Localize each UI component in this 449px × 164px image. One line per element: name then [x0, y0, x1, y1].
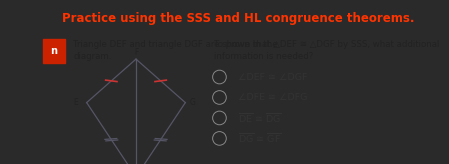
Text: G: G: [189, 98, 195, 107]
Bar: [43, 39, 65, 63]
Text: F: F: [134, 48, 138, 57]
Text: n: n: [50, 46, 57, 56]
Text: E: E: [74, 98, 78, 107]
Text: To prove that △DEF ≅ △DGF by SSS, what additional
information is needed?: To prove that △DEF ≅ △DGF by SSS, what a…: [214, 40, 439, 61]
Text: Practice using the SSS and HL congruence theorems.: Practice using the SSS and HL congruence…: [62, 11, 414, 25]
Text: ∠DFE ≅ ∠DFG: ∠DFE ≅ ∠DFG: [238, 93, 308, 102]
Text: $\overline{\mathrm{DE}}$ ≅ $\overline{\mathrm{DG}}$: $\overline{\mathrm{DE}}$ ≅ $\overline{\m…: [238, 111, 282, 125]
Text: ∠DEF ≅ ∠DGF: ∠DEF ≅ ∠DGF: [238, 72, 308, 82]
Text: Triangle DEF and triangle DGF are shown in the
diagram.: Triangle DEF and triangle DGF are shown …: [73, 40, 278, 61]
Text: $\overline{\mathrm{DG}}$ ≅ $\overline{\mathrm{GF}}$: $\overline{\mathrm{DG}}$ ≅ $\overline{\m…: [238, 132, 282, 145]
